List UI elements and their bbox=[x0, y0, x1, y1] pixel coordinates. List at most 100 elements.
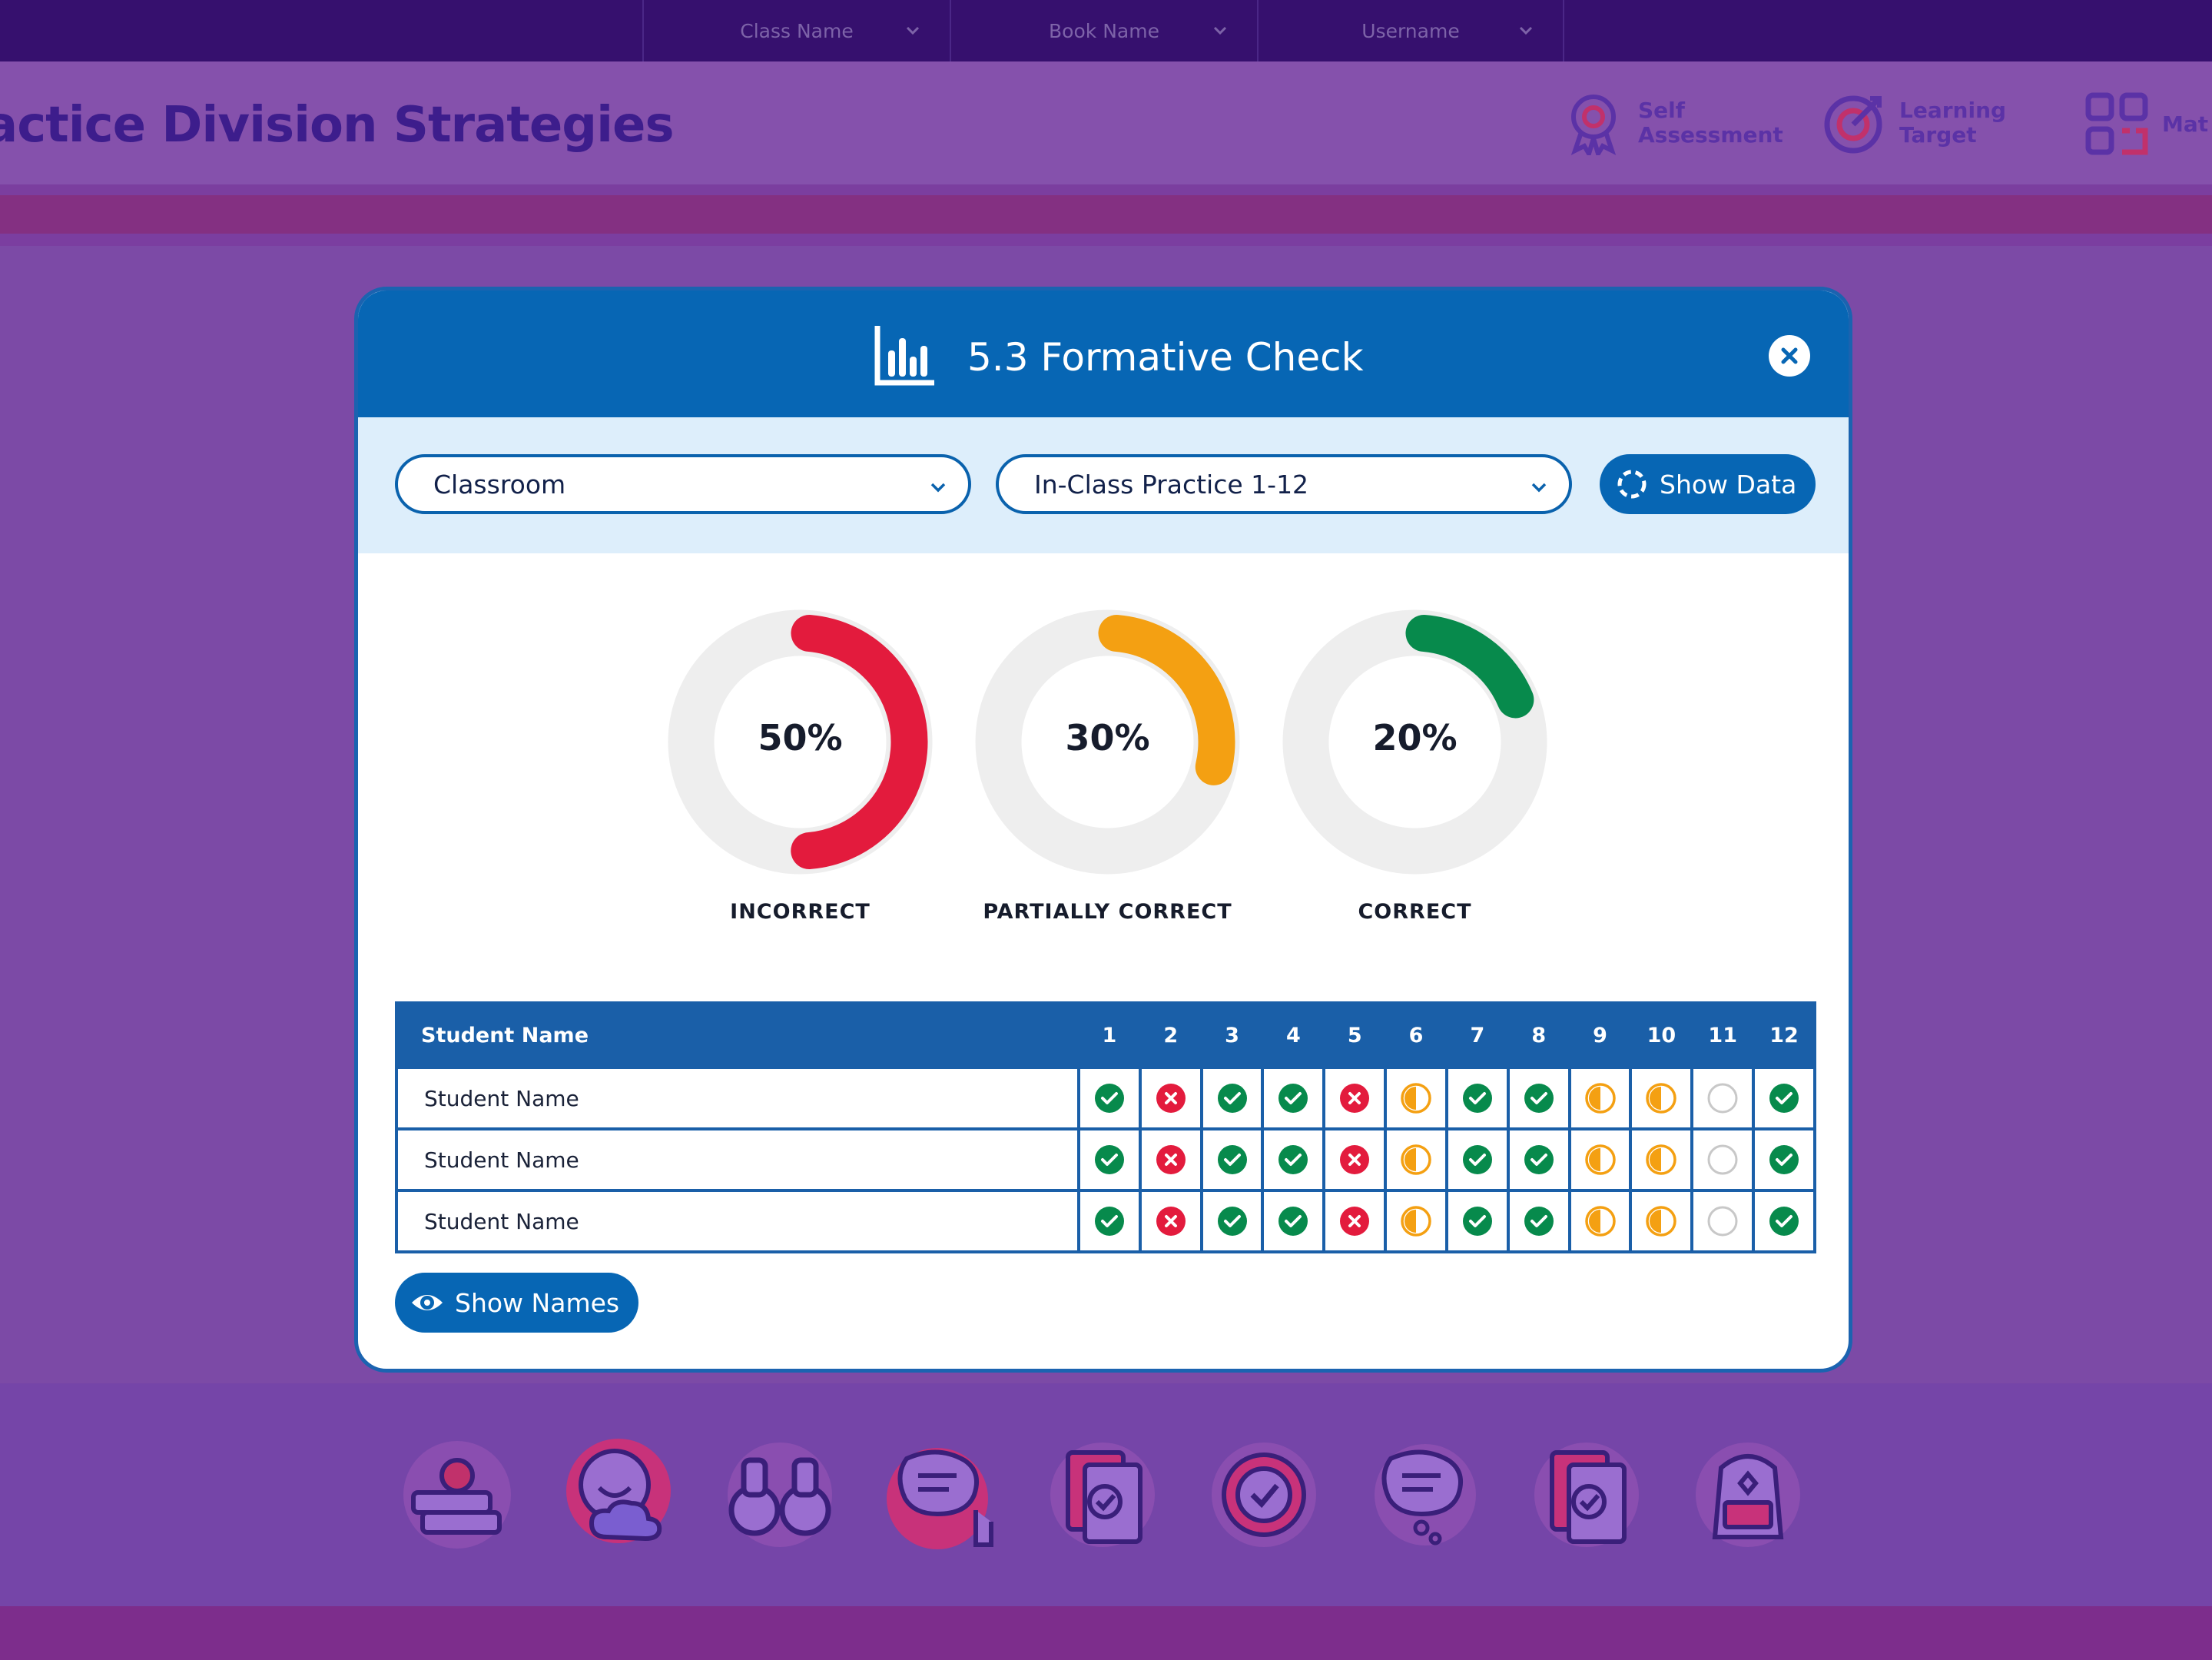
table-row: Student Name bbox=[395, 1189, 1816, 1253]
answer-cell[interactable] bbox=[1077, 1127, 1142, 1192]
empty-circle-icon bbox=[1707, 1144, 1738, 1175]
math-tools-button[interactable]: Mat bbox=[2085, 92, 2208, 157]
answer-cell[interactable] bbox=[1199, 1189, 1265, 1253]
chevron-down-icon bbox=[906, 26, 920, 35]
answer-cell[interactable] bbox=[1752, 1066, 1816, 1130]
answer-cell[interactable] bbox=[1629, 1127, 1694, 1192]
answer-cell[interactable] bbox=[1322, 1066, 1388, 1130]
question-header: 1 bbox=[1077, 1001, 1142, 1069]
donut-percent: 50% bbox=[758, 717, 843, 759]
thought-bubble-icon[interactable] bbox=[1368, 1437, 1483, 1552]
question-header: 4 bbox=[1261, 1001, 1326, 1069]
chevron-down-icon bbox=[1519, 26, 1533, 35]
answer-cell[interactable] bbox=[1690, 1066, 1756, 1130]
check-circle-icon bbox=[1278, 1145, 1308, 1174]
donut-chart bbox=[975, 609, 1240, 875]
answer-cell[interactable] bbox=[1444, 1066, 1510, 1130]
answer-cell[interactable] bbox=[1690, 1127, 1756, 1192]
chat-bubble-click-icon[interactable] bbox=[884, 1437, 999, 1552]
check-circle-icon bbox=[1217, 1207, 1247, 1236]
self-assessment-label: Self Assessment bbox=[1638, 98, 1783, 148]
answer-cell[interactable] bbox=[1506, 1189, 1571, 1253]
answer-cell[interactable] bbox=[1506, 1127, 1571, 1192]
answer-cell[interactable] bbox=[1506, 1066, 1571, 1130]
practice-select-value: In-Class Practice 1-12 bbox=[1034, 469, 1309, 500]
answer-cell[interactable] bbox=[1384, 1066, 1448, 1130]
student-name-header: Student Name bbox=[395, 1001, 1080, 1069]
answer-cell[interactable] bbox=[1261, 1189, 1326, 1253]
question-header: 12 bbox=[1752, 1001, 1816, 1069]
answer-cell[interactable] bbox=[1199, 1066, 1265, 1130]
filter-bar: Classroom In-Class Practice 1-12 Show Da… bbox=[358, 417, 1849, 553]
close-button[interactable] bbox=[1769, 335, 1810, 377]
answer-cell[interactable] bbox=[1444, 1127, 1510, 1192]
answer-cell[interactable] bbox=[1384, 1189, 1448, 1253]
answer-cell[interactable] bbox=[1384, 1127, 1448, 1192]
answer-cell[interactable] bbox=[1567, 1189, 1633, 1253]
answer-cell[interactable] bbox=[1077, 1066, 1142, 1130]
checked-document-icon[interactable] bbox=[1045, 1437, 1160, 1552]
binoculars-icon[interactable] bbox=[722, 1437, 837, 1552]
footer-band bbox=[0, 1606, 2212, 1660]
badge-check-icon[interactable] bbox=[1206, 1437, 1322, 1552]
practice-select[interactable]: In-Class Practice 1-12 bbox=[996, 454, 1572, 514]
username-label: Username bbox=[1361, 19, 1460, 42]
answer-cell[interactable] bbox=[1199, 1127, 1265, 1192]
answer-cell[interactable] bbox=[1690, 1189, 1756, 1253]
empty-circle-icon bbox=[1707, 1083, 1738, 1114]
answer-cell[interactable] bbox=[1077, 1189, 1142, 1253]
answer-cell[interactable] bbox=[1567, 1127, 1633, 1192]
donut-percent: 30% bbox=[1065, 717, 1150, 759]
answer-cell[interactable] bbox=[1261, 1127, 1326, 1192]
answer-cell[interactable] bbox=[1138, 1127, 1203, 1192]
x-circle-icon bbox=[1340, 1145, 1370, 1174]
answer-cell[interactable] bbox=[1629, 1189, 1694, 1253]
answer-cell[interactable] bbox=[1752, 1127, 1816, 1192]
half-circle-icon bbox=[1401, 1206, 1431, 1237]
show-data-label: Show Data bbox=[1660, 469, 1797, 500]
show-names-button[interactable]: Show Names bbox=[395, 1273, 638, 1333]
table-row: Student Name bbox=[395, 1127, 1816, 1192]
answer-cell[interactable] bbox=[1138, 1066, 1203, 1130]
x-circle-icon bbox=[1340, 1084, 1370, 1113]
book-name-dropdown[interactable]: Book Name bbox=[950, 0, 1257, 61]
answer-cell[interactable] bbox=[1322, 1189, 1388, 1253]
donut-arc bbox=[1287, 614, 1543, 870]
class-name-dropdown[interactable]: Class Name bbox=[642, 0, 950, 61]
donut-label: CORRECT bbox=[1358, 900, 1472, 924]
answer-cell[interactable] bbox=[1261, 1066, 1326, 1130]
backpack-icon[interactable] bbox=[1690, 1437, 1806, 1552]
donut-chart bbox=[668, 609, 933, 875]
check-circle-icon bbox=[1094, 1207, 1124, 1236]
check-circle-icon bbox=[1094, 1084, 1124, 1113]
student-name-cell: Student Name bbox=[395, 1189, 1080, 1253]
question-header: 2 bbox=[1138, 1001, 1203, 1069]
show-names-label: Show Names bbox=[455, 1287, 620, 1318]
question-header: 8 bbox=[1506, 1001, 1571, 1069]
answer-cell[interactable] bbox=[1138, 1189, 1203, 1253]
self-assessment-button[interactable]: Self Assessment bbox=[1561, 91, 1783, 155]
check-circle-icon bbox=[1278, 1207, 1308, 1236]
check-circle-icon bbox=[1524, 1207, 1554, 1236]
learning-target-button[interactable]: Learning Target bbox=[1822, 91, 2006, 155]
scope-select[interactable]: Classroom bbox=[395, 454, 971, 514]
eye-icon bbox=[412, 1295, 443, 1310]
checked-document-2-icon[interactable] bbox=[1529, 1437, 1644, 1552]
x-circle-icon bbox=[1156, 1207, 1186, 1236]
check-circle-icon bbox=[1217, 1145, 1247, 1174]
books-apple-icon[interactable] bbox=[400, 1437, 515, 1552]
show-data-button[interactable]: Show Data bbox=[1600, 454, 1816, 514]
answer-cell[interactable] bbox=[1752, 1189, 1816, 1253]
check-circle-icon bbox=[1769, 1145, 1799, 1174]
happy-face-cloud-icon[interactable] bbox=[561, 1437, 676, 1552]
empty-circle-icon bbox=[1707, 1206, 1738, 1237]
question-header: 3 bbox=[1199, 1001, 1265, 1069]
answer-cell[interactable] bbox=[1444, 1189, 1510, 1253]
username-dropdown[interactable]: Username bbox=[1257, 0, 1564, 61]
answer-cell[interactable] bbox=[1567, 1066, 1633, 1130]
chevron-down-icon bbox=[930, 483, 946, 493]
answer-cell[interactable] bbox=[1629, 1066, 1694, 1130]
answer-cell[interactable] bbox=[1322, 1127, 1388, 1192]
modal-title: 5.3 Formative Check bbox=[967, 335, 1364, 380]
half-circle-icon bbox=[1646, 1206, 1677, 1237]
